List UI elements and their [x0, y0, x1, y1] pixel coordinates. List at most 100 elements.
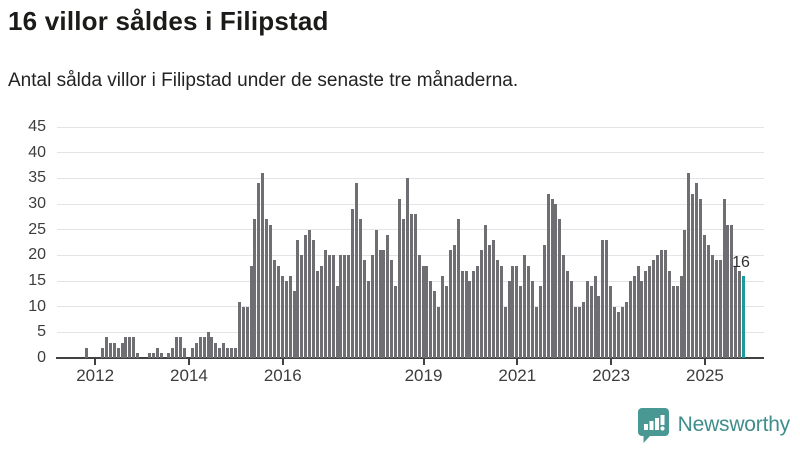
bar	[362, 260, 366, 358]
bar	[632, 275, 636, 358]
bar	[503, 306, 507, 358]
gridline-35	[57, 177, 764, 179]
bar	[190, 347, 194, 358]
bar	[609, 286, 613, 358]
bar	[491, 239, 495, 358]
gridline-45	[57, 126, 764, 128]
bar	[429, 281, 433, 358]
y-axis-label-45: 45	[28, 118, 46, 135]
bar	[405, 178, 409, 358]
bar	[116, 347, 120, 358]
bar	[464, 270, 468, 358]
bar	[456, 219, 460, 358]
bar	[734, 265, 738, 358]
y-axis-label-10: 10	[28, 297, 46, 315]
gridline-30	[57, 203, 764, 205]
bar	[312, 239, 316, 358]
bar	[241, 306, 245, 358]
bar	[253, 219, 257, 358]
x-tick-2012	[94, 359, 97, 365]
bar	[640, 281, 644, 358]
bar	[167, 352, 171, 358]
bar	[128, 337, 132, 358]
bar	[104, 337, 108, 358]
bar	[511, 265, 515, 358]
bar	[136, 352, 140, 358]
bar	[448, 250, 452, 358]
bar-chart-plot-area: 0 5 10 15 20 25 30 35 40 45 2012 2014 2016 2019 2021 2…	[28, 118, 764, 385]
x-tick-2023	[610, 359, 613, 365]
bar	[550, 198, 554, 358]
bar	[218, 347, 222, 358]
bar	[679, 275, 683, 358]
bar	[437, 306, 441, 358]
newsworthy-logo[interactable]: Newsworthy	[637, 407, 790, 443]
bar	[304, 234, 308, 358]
latest-value-annotation: 16	[732, 253, 750, 271]
bar	[112, 342, 116, 358]
y-axis-label-25: 25	[28, 220, 46, 238]
bar	[523, 255, 527, 358]
bar	[613, 306, 617, 358]
bar	[722, 198, 726, 358]
bar	[413, 214, 417, 358]
bar	[726, 224, 730, 358]
bar	[343, 255, 347, 358]
x-axis-label-2016: 2016	[263, 366, 302, 385]
y-axis-label-15: 15	[28, 272, 46, 289]
y-axis-label-35: 35	[28, 169, 46, 187]
bar	[546, 193, 550, 358]
bar	[499, 265, 503, 358]
bar	[327, 255, 331, 358]
bar	[671, 286, 675, 358]
bar	[319, 265, 323, 358]
bar	[652, 260, 656, 358]
bar	[534, 306, 538, 358]
bar	[601, 239, 605, 358]
bar	[331, 255, 335, 358]
x-axis-label-2019: 2019	[404, 366, 443, 385]
bar	[296, 239, 300, 358]
bar	[554, 204, 558, 358]
x-axis-label-2023: 2023	[592, 366, 631, 385]
bar	[574, 306, 577, 358]
bar	[300, 255, 304, 358]
bar	[284, 281, 288, 358]
bar	[648, 265, 652, 358]
x-tick-2025	[703, 359, 706, 365]
bar	[691, 193, 695, 358]
bar	[382, 250, 386, 358]
bar	[538, 286, 542, 358]
bar	[507, 281, 511, 358]
bar	[605, 239, 609, 358]
bar	[147, 352, 151, 358]
y-axis-label-0: 0	[37, 349, 46, 366]
bar	[597, 296, 601, 358]
bar	[488, 245, 491, 358]
brand-text: Newsworthy	[677, 413, 791, 436]
bar	[699, 198, 703, 358]
bar	[468, 281, 472, 358]
x-axis-label-2025: 2025	[686, 366, 724, 385]
x-axis-label-2021: 2021	[498, 366, 537, 385]
bar	[273, 260, 276, 358]
bar	[316, 270, 319, 358]
bar	[308, 229, 312, 358]
bar	[159, 352, 163, 358]
bar	[581, 301, 585, 358]
gridline-40	[57, 152, 764, 154]
bar	[667, 270, 671, 358]
bar	[249, 265, 253, 358]
bar	[206, 332, 210, 358]
bar	[620, 306, 624, 358]
bar	[628, 281, 632, 358]
bar	[261, 173, 265, 358]
bar	[703, 234, 706, 358]
x-tick-2019	[422, 359, 425, 365]
bar	[683, 229, 687, 358]
bar	[441, 275, 445, 358]
chart-subtitle: Antal sålda villor i Filipstad under de …	[8, 70, 519, 91]
bar	[706, 245, 710, 358]
bar	[194, 342, 198, 358]
